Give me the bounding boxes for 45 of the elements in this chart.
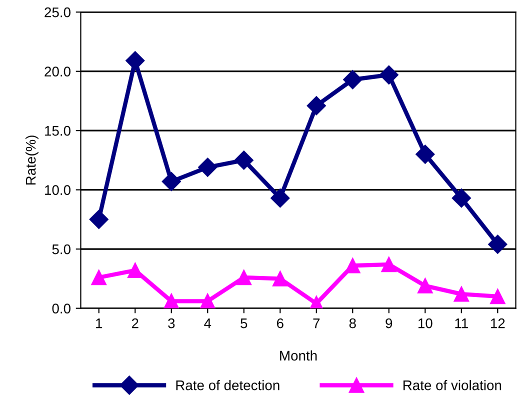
- point: [306, 96, 326, 116]
- point: [490, 288, 506, 304]
- x-tick-label: 1: [96, 318, 102, 328]
- legend-label: Rate of detection: [176, 380, 280, 390]
- point: [89, 210, 108, 229]
- point: [343, 70, 362, 90]
- point: [198, 158, 218, 177]
- point: [454, 286, 470, 302]
- y-tick-label: 15.0: [45, 126, 70, 136]
- point: [234, 150, 254, 170]
- point: [488, 234, 508, 254]
- x-tick-label: 10: [418, 318, 432, 328]
- x-tick-label: 12: [491, 318, 505, 328]
- x-tick-label: 11: [455, 318, 468, 328]
- point: [164, 294, 180, 308]
- x-tick-label: 4: [204, 318, 212, 328]
- y-tick-label: 20.0: [44, 66, 70, 76]
- x-tick-label: 7: [313, 318, 320, 328]
- x-tick-label: 5: [240, 318, 248, 328]
- x-axis-title: Month: [280, 350, 317, 361]
- x-tick-label: 3: [168, 318, 175, 328]
- point: [381, 256, 397, 272]
- y-tick-label: 0.0: [52, 304, 70, 314]
- y-tick-label: 10.0: [45, 185, 70, 195]
- point: [236, 270, 252, 286]
- point: [418, 278, 433, 294]
- point: [272, 271, 288, 286]
- x-tick-label: 2: [132, 318, 138, 328]
- point: [416, 144, 435, 164]
- x-tick-label: 8: [349, 318, 356, 328]
- x-tick-label: 9: [386, 318, 392, 328]
- y-axis-title: Rate(%): [26, 136, 38, 185]
- x-tick-label: 6: [276, 318, 284, 328]
- y-tick-label: 5.0: [52, 244, 70, 254]
- point: [126, 51, 145, 70]
- point: [200, 294, 216, 308]
- y-tick-label: 25.0: [44, 7, 70, 18]
- point: [345, 258, 360, 274]
- point: [91, 270, 107, 286]
- point: [270, 188, 290, 208]
- point: [162, 172, 181, 192]
- point: [452, 188, 471, 208]
- point: [127, 262, 143, 278]
- point: [379, 65, 398, 84]
- legend-label: Rate of violation: [404, 380, 502, 390]
